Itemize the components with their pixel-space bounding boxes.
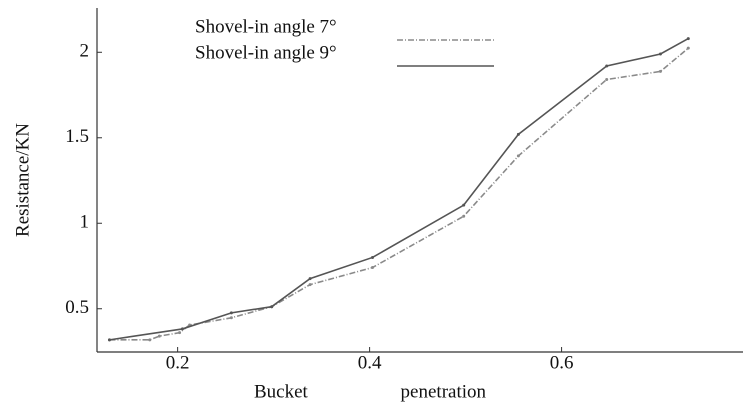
point [370,266,374,270]
point [157,334,161,338]
point [308,277,312,281]
point [462,214,466,218]
point [686,37,690,41]
legend-label: Shovel-in angle 7° [195,16,337,37]
y-tick-label: 2 [80,41,90,62]
point [370,255,374,259]
point [516,132,520,136]
point [605,64,609,68]
point [148,338,152,342]
x-axis-label: Bucket penetration [254,381,487,402]
point [658,52,662,56]
point [107,338,111,342]
y-tick-label: 1 [80,212,90,233]
x-tick-label: 0.6 [550,352,574,373]
x-tick-label: 0.2 [166,352,190,373]
point [178,331,182,335]
point [180,327,184,331]
point [229,316,233,320]
point [516,154,520,158]
x-tick-label: 0.4 [358,352,382,373]
y-axis-label: Resistance/KN [12,123,33,237]
point [308,283,312,287]
point [605,77,609,81]
point [462,203,466,207]
point [686,46,690,50]
y-tick-label: 0.5 [65,297,89,318]
point [658,69,662,73]
point [270,305,274,309]
line-series [109,47,689,341]
legend-label: Shovel-in angle 9° [195,42,337,63]
point [229,311,233,315]
y-tick-label: 1.5 [65,126,89,147]
